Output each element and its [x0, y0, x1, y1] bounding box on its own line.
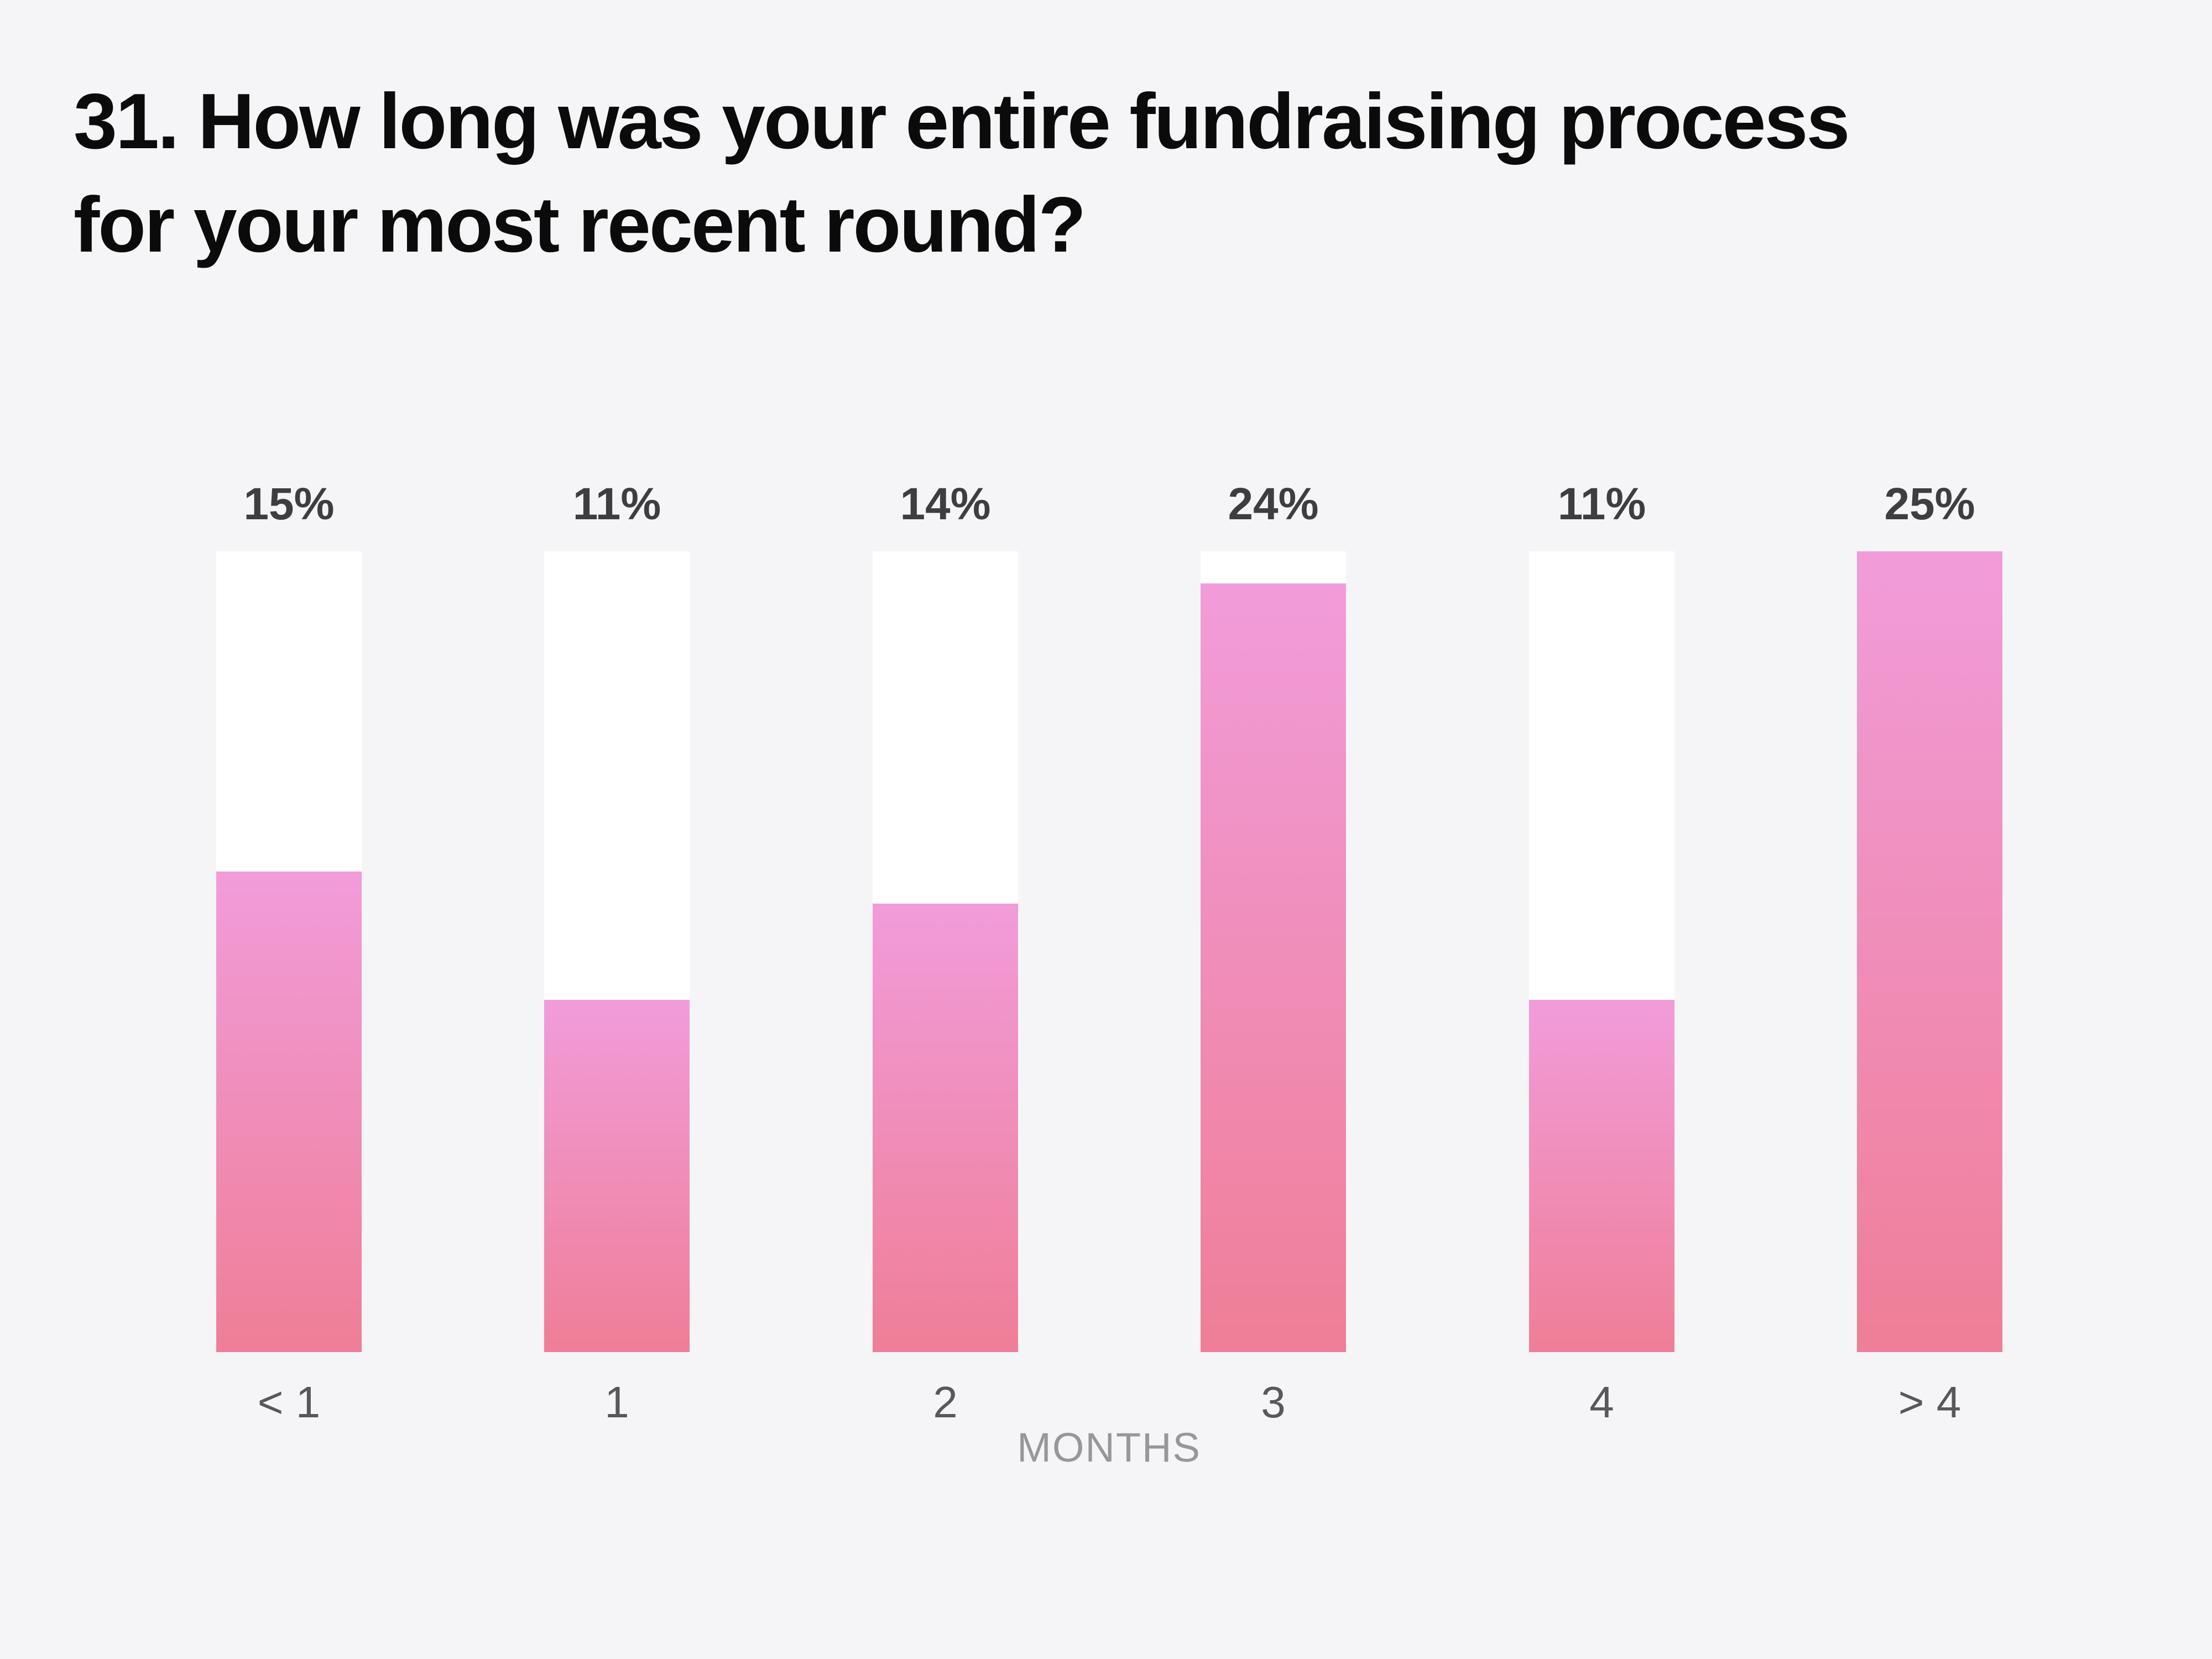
- bar-column: 25% > 4: [1857, 479, 2002, 1427]
- x-axis-label: MONTHS: [1017, 1425, 1201, 1470]
- bar-category-label: 4: [1589, 1378, 1614, 1427]
- bar-value-label: 15%: [243, 479, 335, 529]
- bar-fill: [1529, 999, 1674, 1352]
- bar-category-label: > 4: [1898, 1378, 1961, 1427]
- bar-column: 15% < 1: [216, 479, 362, 1427]
- bar-category-label: 2: [933, 1378, 958, 1427]
- bar-fill: [873, 904, 1018, 1352]
- page-title-line-2: for your most recent round?: [74, 181, 1086, 269]
- bar-fill: [1857, 551, 2002, 1352]
- bar-value-label: 25%: [1884, 479, 1975, 529]
- bar-fill: [1201, 583, 1346, 1352]
- bar-column: 24% 3: [1201, 479, 1346, 1427]
- bar-value-label: 11%: [572, 479, 661, 529]
- bar-category-label: < 1: [257, 1378, 321, 1427]
- bar-column: 11% 1: [544, 479, 690, 1427]
- page-title-line-1: 31. How long was your entire fundraising…: [74, 77, 1850, 165]
- bar-value-label: 11%: [1557, 479, 1646, 529]
- bar-value-label: 14%: [900, 479, 991, 529]
- page-title: 31. How long was your entire fundraising…: [74, 70, 2153, 276]
- bar-value-label: 24%: [1228, 479, 1319, 529]
- bar-fill: [216, 872, 362, 1352]
- bar-category-label: 1: [604, 1378, 629, 1427]
- bar-column: 11% 4: [1529, 479, 1674, 1427]
- bar-fill: [544, 999, 690, 1352]
- bar-category-label: 3: [1261, 1378, 1286, 1427]
- bar-column: 14% 2: [873, 479, 1018, 1427]
